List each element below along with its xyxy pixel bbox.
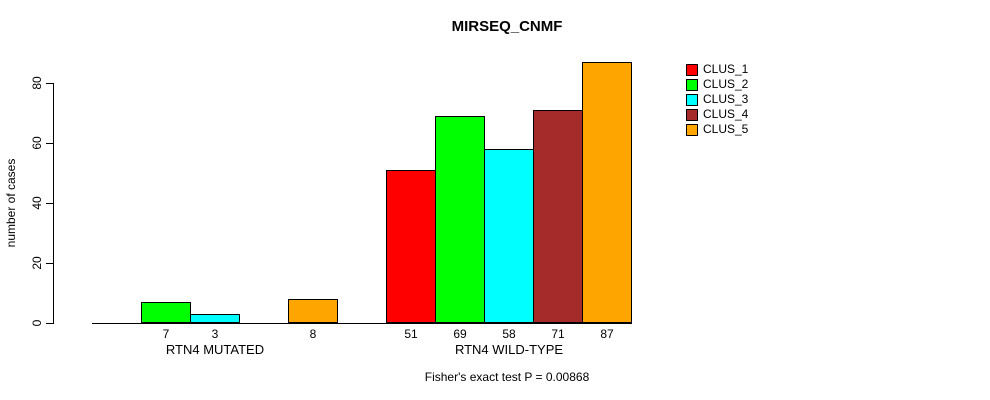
legend-item: CLUS_1 xyxy=(686,62,748,77)
legend-item: CLUS_5 xyxy=(686,122,748,137)
x-group-label: RTN4 MUTATED xyxy=(165,342,265,357)
bar-value-label: 69 xyxy=(453,327,467,341)
bar-value-label: 51 xyxy=(404,327,418,341)
bar-value-label: 7 xyxy=(162,327,170,341)
legend-label: CLUS_4 xyxy=(703,107,749,121)
y-axis-tick-label: 40 xyxy=(30,196,44,210)
bar-clus_3-mutated xyxy=(190,314,240,323)
bar-value-label: 58 xyxy=(502,327,516,341)
y-axis-tick-label: 80 xyxy=(30,76,44,90)
chart-title: MIRSEQ_CNMF xyxy=(451,18,563,35)
bar-value-label: 8 xyxy=(309,327,317,341)
bar-clus_4-wild-type xyxy=(533,110,583,323)
legend-swatch xyxy=(686,63,698,76)
bar-clus_1-wild-type xyxy=(386,170,436,323)
y-axis-tick xyxy=(46,83,53,84)
legend-swatch xyxy=(686,93,698,106)
legend-swatch xyxy=(686,123,698,136)
legend: CLUS_1 CLUS_2 CLUS_3 CLUS_4 CLUS_5 xyxy=(686,62,748,137)
legend-item: CLUS_4 xyxy=(686,107,748,122)
legend-label: CLUS_2 xyxy=(703,77,749,91)
legend-label: CLUS_3 xyxy=(703,92,749,106)
legend-label: CLUS_1 xyxy=(703,62,749,76)
legend-swatch xyxy=(686,108,698,121)
bar-value-label: 3 xyxy=(211,327,219,341)
y-axis-tick-label: 0 xyxy=(30,319,44,327)
legend-item: CLUS_2 xyxy=(686,77,748,92)
y-axis xyxy=(53,83,54,324)
y-axis-tick-label: 60 xyxy=(30,136,44,150)
bar-value-label: 71 xyxy=(551,327,565,341)
y-axis-tick xyxy=(46,323,53,324)
bar-clus_3-wild-type xyxy=(484,149,534,323)
y-axis-label: number of cases xyxy=(4,158,18,248)
legend-swatch xyxy=(686,78,698,91)
footnote-text: Fisher's exact test P = 0.00868 xyxy=(424,370,590,384)
bar-clus_5-wild-type xyxy=(582,62,632,323)
bar-clus_2-mutated xyxy=(141,302,191,323)
bar-clus_2-wild-type xyxy=(435,116,485,323)
bar-clus_5-mutated xyxy=(288,299,338,323)
y-axis-tick-label: 20 xyxy=(30,256,44,270)
bar-value-label: 87 xyxy=(600,327,614,341)
y-axis-tick xyxy=(46,203,53,204)
x-axis xyxy=(92,323,632,324)
x-group-label: RTN4 WILD-TYPE xyxy=(454,342,564,357)
y-axis-tick xyxy=(46,263,53,264)
y-axis-tick xyxy=(46,143,53,144)
legend-label: CLUS_5 xyxy=(703,122,749,136)
legend-item: CLUS_3 xyxy=(686,92,748,107)
